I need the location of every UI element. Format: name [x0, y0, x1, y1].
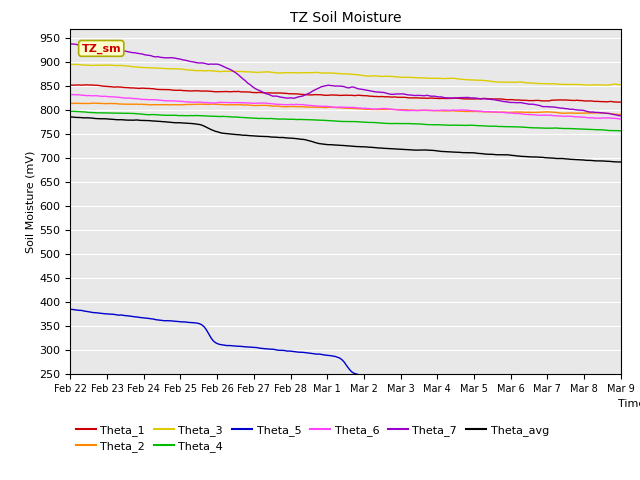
Theta_5 — [431, 379, 438, 384]
Theta_2 — [156, 102, 164, 108]
X-axis label: Time: Time — [618, 398, 640, 408]
Theta_5 — [90, 310, 97, 315]
Theta_avg — [90, 115, 97, 121]
Theta_5 — [67, 306, 74, 312]
Line: Theta_6: Theta_6 — [70, 95, 621, 119]
Theta_5 — [154, 317, 162, 323]
Theta_avg — [431, 148, 438, 154]
Theta_1 — [617, 99, 625, 105]
Theta_2 — [433, 108, 440, 113]
Theta_6 — [580, 114, 588, 120]
Theta_7 — [90, 45, 97, 50]
Theta_2 — [614, 112, 622, 118]
Theta_1 — [92, 83, 100, 88]
Theta_1 — [83, 82, 90, 88]
Theta_7 — [617, 113, 625, 119]
Theta_7 — [154, 54, 162, 60]
Theta_1 — [614, 99, 622, 105]
Theta_4 — [255, 116, 263, 121]
Theta_avg — [617, 159, 625, 165]
Theta_6 — [92, 93, 100, 98]
Theta_avg — [67, 114, 74, 120]
Theta_avg — [154, 119, 162, 124]
Y-axis label: Soil Moisture (mV): Soil Moisture (mV) — [26, 150, 35, 253]
Theta_4 — [433, 122, 440, 128]
Theta_6 — [156, 97, 164, 103]
Theta_7 — [578, 108, 586, 113]
Theta_2 — [106, 101, 113, 107]
Theta_2 — [580, 110, 588, 116]
Theta_3 — [580, 82, 588, 88]
Theta_3 — [92, 62, 100, 68]
Text: TZ_sm: TZ_sm — [81, 43, 121, 54]
Theta_1 — [67, 82, 74, 88]
Theta_2 — [67, 100, 74, 106]
Theta_4 — [617, 128, 625, 134]
Theta_6 — [617, 116, 625, 122]
Theta_5 — [104, 311, 111, 317]
Theta_3 — [433, 75, 440, 81]
Theta_2 — [255, 103, 263, 108]
Line: Theta_2: Theta_2 — [70, 103, 621, 115]
Line: Theta_7: Theta_7 — [70, 44, 621, 116]
Legend: Theta_1, Theta_2, Theta_3, Theta_4, Theta_5, Theta_6, Theta_7, Theta_avg: Theta_1, Theta_2, Theta_3, Theta_4, Thet… — [76, 425, 549, 452]
Theta_4 — [106, 110, 113, 116]
Theta_3 — [601, 83, 609, 88]
Theta_5 — [253, 345, 260, 350]
Theta_1 — [580, 98, 588, 104]
Line: Theta_avg: Theta_avg — [70, 117, 621, 162]
Theta_avg — [253, 133, 260, 139]
Theta_4 — [156, 112, 164, 118]
Theta_6 — [433, 108, 440, 113]
Theta_6 — [106, 94, 113, 99]
Theta_1 — [433, 96, 440, 101]
Line: Theta_1: Theta_1 — [70, 85, 621, 102]
Theta_3 — [617, 82, 625, 87]
Theta_1 — [156, 86, 164, 92]
Theta_1 — [106, 84, 113, 89]
Theta_7 — [431, 93, 438, 99]
Line: Theta_4: Theta_4 — [70, 111, 621, 131]
Theta_7 — [104, 46, 111, 51]
Line: Theta_5: Theta_5 — [70, 309, 621, 400]
Theta_avg — [104, 116, 111, 122]
Theta_3 — [67, 61, 74, 67]
Theta_6 — [255, 100, 263, 106]
Theta_3 — [255, 69, 263, 75]
Theta_avg — [578, 157, 586, 163]
Theta_4 — [69, 108, 77, 114]
Theta_1 — [255, 90, 263, 96]
Theta_2 — [617, 111, 625, 117]
Theta_4 — [67, 108, 74, 114]
Theta_6 — [69, 92, 77, 97]
Theta_4 — [92, 110, 100, 116]
Line: Theta_3: Theta_3 — [70, 64, 621, 85]
Theta_7 — [253, 86, 260, 92]
Theta_5 — [617, 397, 625, 403]
Theta_7 — [67, 41, 74, 47]
Theta_2 — [90, 100, 97, 106]
Theta_4 — [580, 126, 588, 132]
Theta_5 — [578, 393, 586, 399]
Theta_3 — [106, 62, 113, 68]
Theta_6 — [67, 92, 74, 97]
Title: TZ Soil Moisture: TZ Soil Moisture — [290, 11, 401, 25]
Theta_2 — [92, 100, 100, 106]
Theta_3 — [156, 65, 164, 71]
Theta_3 — [71, 61, 79, 67]
